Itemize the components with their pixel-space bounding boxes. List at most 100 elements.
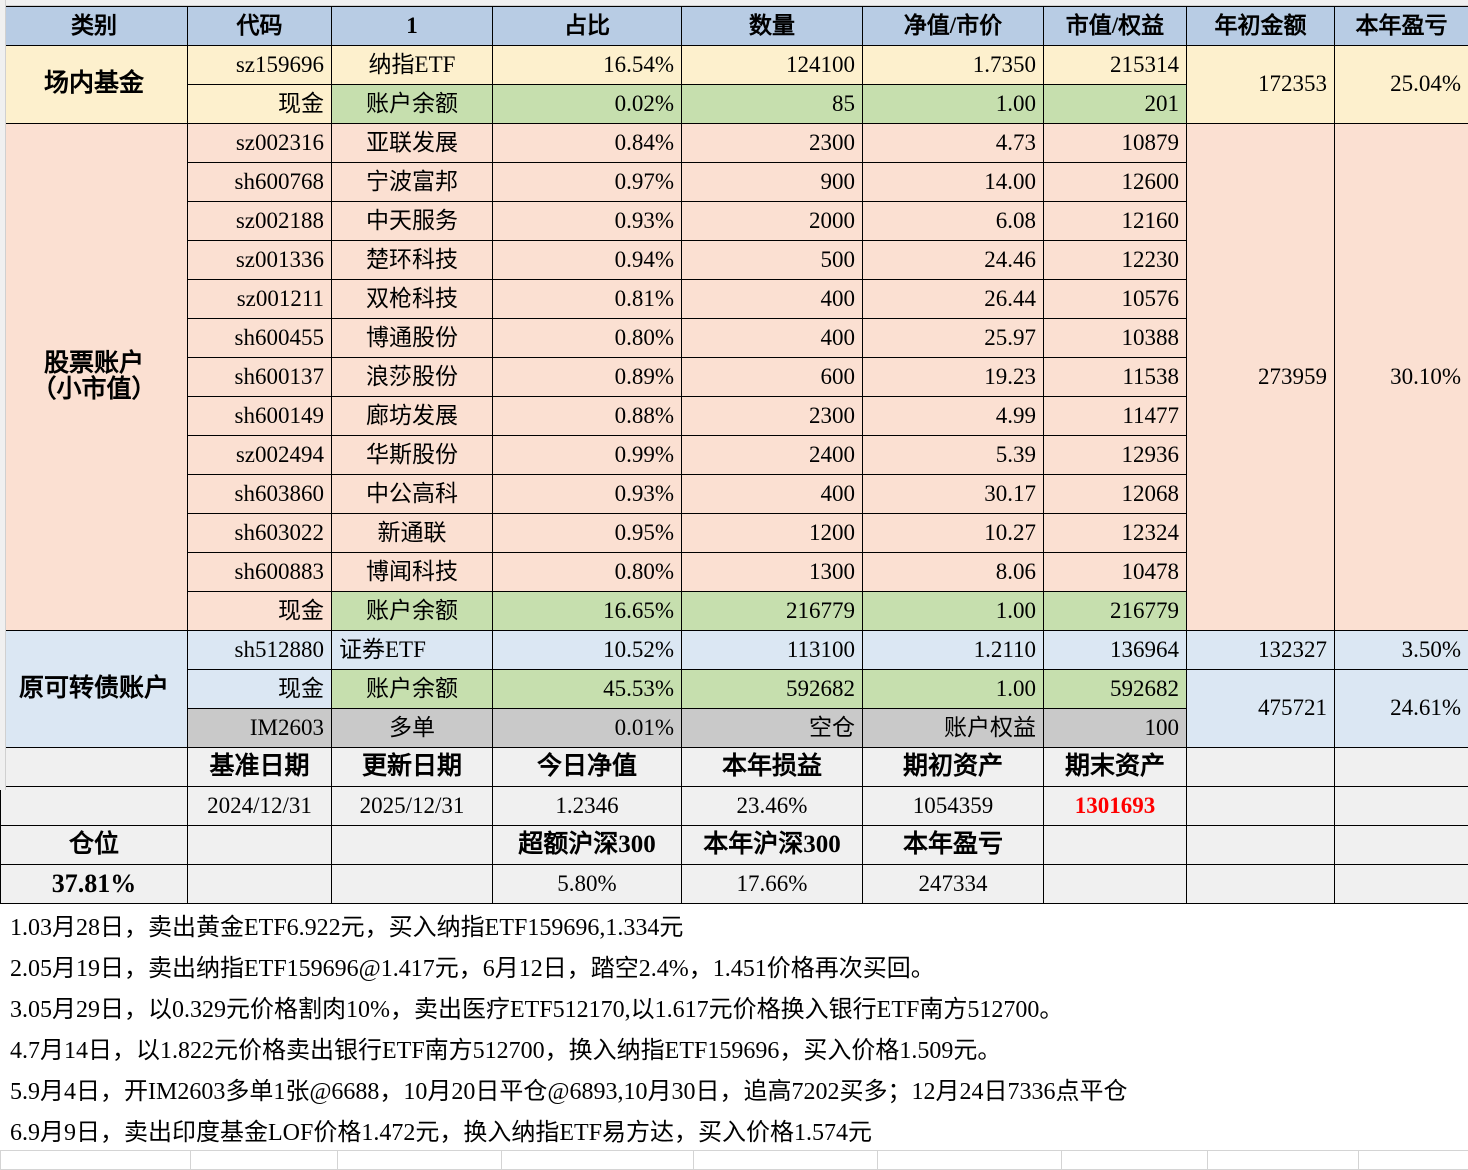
note-line-4[interactable]: 4.7月14日，以1.822元价格卖出银行ETF南方512700，换入纳指ETF… [0, 1027, 1468, 1068]
empty-cell[interactable] [338, 1151, 502, 1170]
summary-value-endassets[interactable]: 1301693 [1044, 787, 1187, 826]
cell-price[interactable]: 1.2110 [863, 631, 1044, 670]
cell-quantity[interactable]: 900 [682, 163, 863, 202]
cell-percent[interactable]: 0.94% [493, 241, 682, 280]
cell-marketvalue[interactable]: 12160 [1044, 202, 1187, 241]
cell-percent[interactable]: 0.88% [493, 397, 682, 436]
cell-quantity[interactable]: 1200 [682, 514, 863, 553]
summary-blank-cell[interactable] [1187, 787, 1335, 826]
cell-marketvalue[interactable]: 10478 [1044, 553, 1187, 592]
cell-price[interactable]: 24.46 [863, 241, 1044, 280]
cell-percent[interactable]: 0.80% [493, 553, 682, 592]
summary-blank-cell[interactable] [1, 787, 188, 826]
cell-marketvalue[interactable]: 11477 [1044, 397, 1187, 436]
cell-percent[interactable]: 0.99% [493, 436, 682, 475]
cell-percent[interactable]: 10.52% [493, 631, 682, 670]
cell-name[interactable]: 宁波富邦 [332, 163, 493, 202]
cell-marketvalue[interactable]: 12068 [1044, 475, 1187, 514]
cell-percent[interactable]: 0.84% [493, 124, 682, 163]
cell-quantity[interactable]: 2000 [682, 202, 863, 241]
cell-code[interactable]: sh600455 [188, 319, 332, 358]
cell-marketvalue[interactable]: 100 [1044, 709, 1187, 748]
summary-value-updatedate[interactable]: 2025/12/31 [332, 787, 493, 826]
cell-name[interactable]: 双枪科技 [332, 280, 493, 319]
cell-percent[interactable]: 16.65% [493, 592, 682, 631]
cell-name[interactable]: 博通股份 [332, 319, 493, 358]
cell-price[interactable]: 30.17 [863, 475, 1044, 514]
note-line-6[interactable]: 6.9月9日，卖出印度基金LOF价格1.472元，换入纳指ETF易方达，买入价格… [0, 1109, 1468, 1150]
cell-marketvalue[interactable]: 10879 [1044, 124, 1187, 163]
cell-quantity[interactable]: 85 [682, 85, 863, 124]
cell-marketvalue[interactable]: 12936 [1044, 436, 1187, 475]
cell-quantity[interactable]: 空仓 [682, 709, 863, 748]
position-value[interactable]: 37.81% [1, 865, 188, 904]
cell-name[interactable]: 证券ETF [332, 631, 493, 670]
summary-header-navtoday[interactable]: 今日净值 [493, 748, 682, 787]
cell-marketvalue[interactable]: 11538 [1044, 358, 1187, 397]
cell-yearpnl-bond-etf[interactable]: 3.50% [1335, 631, 1468, 670]
column-header-yearstart[interactable]: 年初金额 [1187, 7, 1335, 46]
column-header-marketvalue[interactable]: 市值/权益 [1044, 7, 1187, 46]
cell-price[interactable]: 25.97 [863, 319, 1044, 358]
empty-cell[interactable] [694, 1151, 878, 1170]
cell-yearpnl-fund[interactable]: 25.04% [1335, 46, 1468, 124]
cell-code[interactable]: sz159696 [188, 46, 332, 85]
summary-value-startassets[interactable]: 1054359 [863, 787, 1044, 826]
cell-quantity[interactable]: 400 [682, 280, 863, 319]
cell-quantity[interactable]: 113100 [682, 631, 863, 670]
cell-marketvalue[interactable]: 201 [1044, 85, 1187, 124]
cell-code[interactable]: sh603022 [188, 514, 332, 553]
cell-name[interactable]: 廊坊发展 [332, 397, 493, 436]
cell-percent[interactable]: 0.97% [493, 163, 682, 202]
summary-blank-cell[interactable] [188, 826, 332, 865]
empty-cell[interactable] [502, 1151, 694, 1170]
cell-percent[interactable]: 45.53% [493, 670, 682, 709]
cell-code[interactable]: sh600137 [188, 358, 332, 397]
column-header-price[interactable]: 净值/市价 [863, 7, 1044, 46]
cell-price[interactable]: 1.00 [863, 85, 1044, 124]
summary-blank-cell[interactable] [1335, 787, 1468, 826]
cell-quantity[interactable]: 500 [682, 241, 863, 280]
cell-quantity[interactable]: 2400 [682, 436, 863, 475]
cell-name[interactable]: 中公高科 [332, 475, 493, 514]
summary-blank-cell[interactable] [1335, 748, 1468, 787]
cell-name[interactable]: 账户余额 [332, 85, 493, 124]
empty-cell[interactable] [878, 1151, 1062, 1170]
empty-cell[interactable] [1208, 1151, 1359, 1170]
summary-blank-cell[interactable] [1187, 865, 1335, 904]
summary-blank-cell[interactable] [332, 826, 493, 865]
cell-marketvalue[interactable]: 10388 [1044, 319, 1187, 358]
summary-header-updatedate[interactable]: 更新日期 [332, 748, 493, 787]
cell-marketvalue[interactable]: 12600 [1044, 163, 1187, 202]
cell-code[interactable]: sh600149 [188, 397, 332, 436]
cell-code[interactable]: sh603860 [188, 475, 332, 514]
cell-marketvalue[interactable]: 592682 [1044, 670, 1187, 709]
cell-percent[interactable]: 0.89% [493, 358, 682, 397]
summary-header-year-csi300[interactable]: 本年沪深300 [682, 826, 863, 865]
cell-code[interactable]: sh600768 [188, 163, 332, 202]
cell-price[interactable]: 26.44 [863, 280, 1044, 319]
cell-price[interactable]: 账户权益 [863, 709, 1044, 748]
cell-name[interactable]: 纳指ETF [332, 46, 493, 85]
cell-quantity[interactable]: 216779 [682, 592, 863, 631]
cell-name[interactable]: 多单 [332, 709, 493, 748]
column-header-category[interactable]: 类别 [1, 7, 188, 46]
empty-cell[interactable] [1, 1151, 191, 1170]
cell-price[interactable]: 4.99 [863, 397, 1044, 436]
column-header-code[interactable]: 代码 [188, 7, 332, 46]
summary-header-excess-csi300[interactable]: 超额沪深300 [493, 826, 682, 865]
summary-blank-cell[interactable] [1187, 826, 1335, 865]
summary-value-excess-csi300[interactable]: 5.80% [493, 865, 682, 904]
group-label-stock[interactable]: 股票账户（小市值） [1, 124, 188, 631]
summary-value-basedate[interactable]: 2024/12/31 [188, 787, 332, 826]
cell-marketvalue[interactable]: 10576 [1044, 280, 1187, 319]
cell-code[interactable]: sz002316 [188, 124, 332, 163]
summary-blank-cell[interactable] [1335, 826, 1468, 865]
cell-name[interactable]: 新通联 [332, 514, 493, 553]
summary-header-endassets[interactable]: 期末资产 [1044, 748, 1187, 787]
summary-blank-cell[interactable] [332, 865, 493, 904]
group-label-bond[interactable]: 原可转债账户 [1, 631, 188, 748]
cell-name[interactable]: 华斯股份 [332, 436, 493, 475]
cell-percent[interactable]: 0.02% [493, 85, 682, 124]
cell-code[interactable]: sh600883 [188, 553, 332, 592]
